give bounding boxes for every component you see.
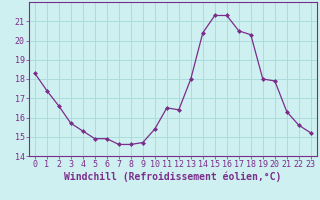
X-axis label: Windchill (Refroidissement éolien,°C): Windchill (Refroidissement éolien,°C)	[64, 172, 282, 182]
